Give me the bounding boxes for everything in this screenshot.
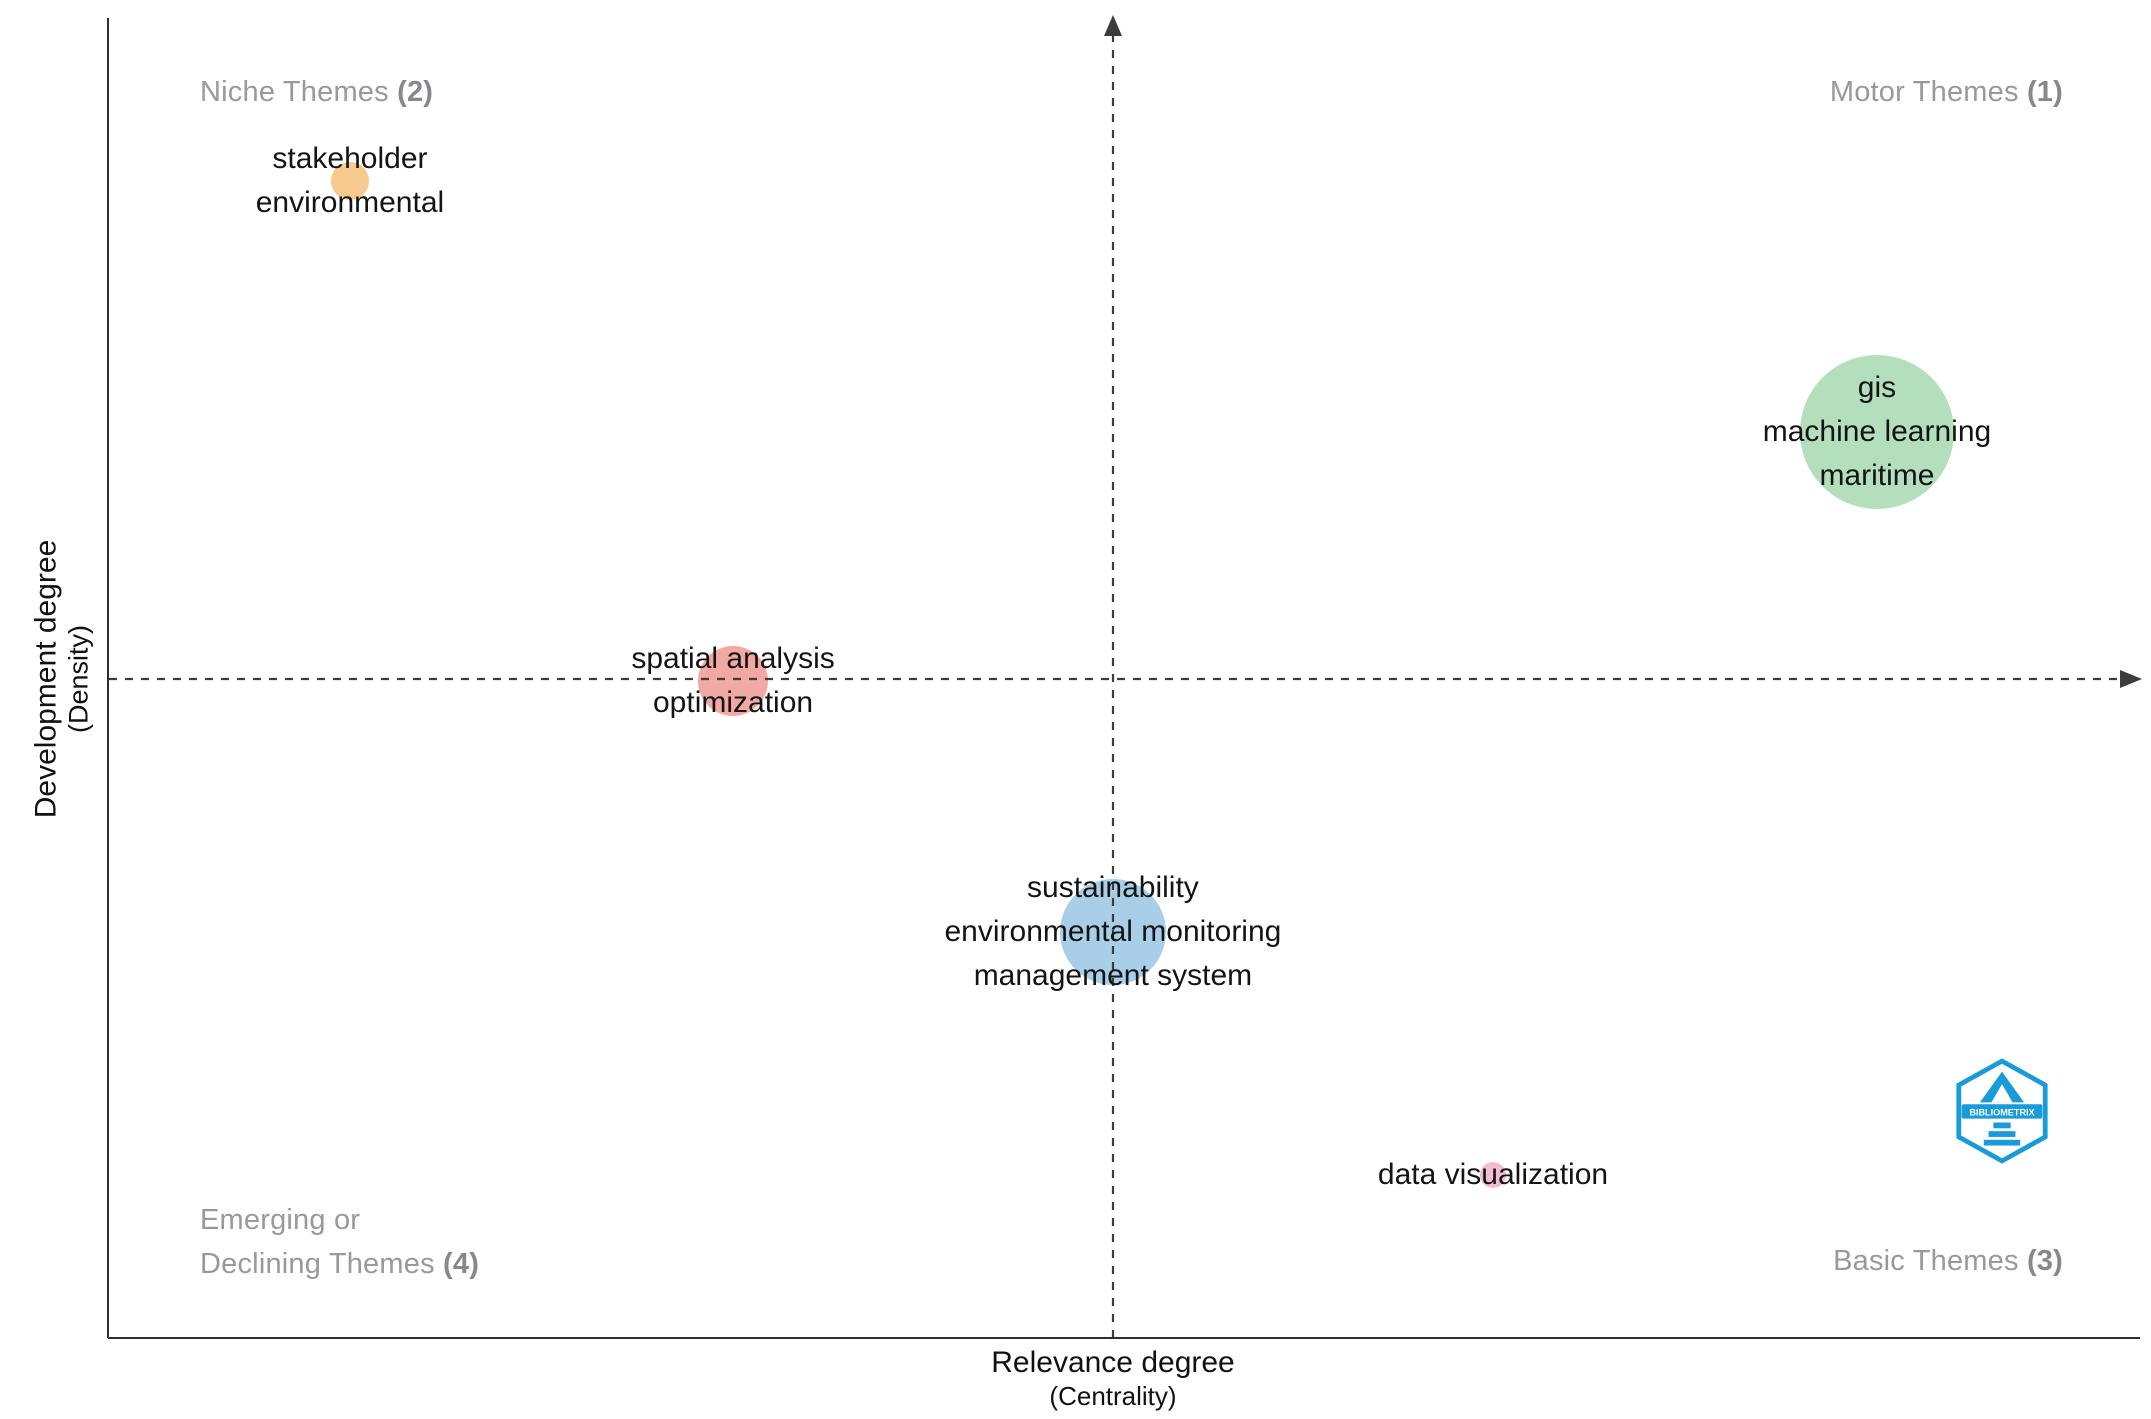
cluster-label-line: environmental monitoring [944,914,1282,948]
cluster-label-line: machine learning [1762,414,1992,448]
cluster-label-line: optimization [653,685,814,719]
cluster-label-3: spatial analysis optimization [631,637,834,725]
x-axis-title: Relevance degree [991,1346,1235,1379]
quadrant-name-line2-row: Declining Themes (4) [200,1242,479,1286]
cluster-label-5: data visualization [1378,1153,1608,1197]
logo-banner [1961,1104,2043,1119]
quadrant-label-niche-themes: Niche Themes (2) [200,76,433,109]
quadrant-label-basic-themes: Basic Themes (3) [1833,1245,2063,1278]
quadrant-name: Niche Themes [200,76,389,108]
quadrant-label-motor-themes: Motor Themes (1) [1830,76,2063,109]
quadrant-name-line1: Emerging or [200,1204,361,1236]
cluster-label-line: management system [973,959,1253,993]
cluster-bubble-1 [330,162,369,201]
bibliometrix-logo: BIBLIOMETRIX [1956,1058,2048,1164]
cluster-label-2: gis machine learning maritime [1763,366,1991,498]
quadrant-name: Motor Themes [1829,76,2019,108]
cluster-label-line: gis [1857,370,1897,404]
logo-stripe-2 [1988,1131,2016,1137]
quadrant-count: (2) [397,76,434,108]
x-axis-label: Relevance degree (Centrality) [991,1346,1235,1412]
cluster-label-line: stakeholder [272,141,428,175]
logo-text: BIBLIOMETRIX [1969,1107,2034,1117]
cluster-label-line: spatial analysis [631,641,835,675]
cluster-label-line: sustainability [1027,870,1199,904]
quadrant-name-line2: Declining Themes [200,1248,435,1281]
cluster-bubble-2 [1799,354,1954,509]
cluster-label-1: stakeholder environmental [256,137,444,225]
cluster-label-4: sustainability environmental monitoring ma… [945,866,1282,998]
cluster-label-line: data visualization [1377,1157,1609,1191]
logo-stripe-1 [1993,1122,2011,1129]
quadrant-count: (4) [443,1248,480,1281]
quadrant-count: (1) [2026,76,2063,108]
cluster-label-line: maritime [1819,458,1935,492]
quadrant-name: Basic Themes [1833,1245,2019,1277]
quadrant-label-emerging-declining-themes: Emerging or Declining Themes (4) [200,1198,479,1286]
logo-mountain-inner [1991,1084,2013,1103]
quadrant-count: (3) [2026,1245,2063,1277]
cluster-bubble-3 [698,645,769,716]
logo-stripe-3 [1983,1139,2021,1146]
cluster-label-line: environmental [255,186,445,220]
cluster-bubble-5 [1480,1161,1506,1188]
x-axis-subtitle: (Centrality) [1049,1381,1177,1411]
